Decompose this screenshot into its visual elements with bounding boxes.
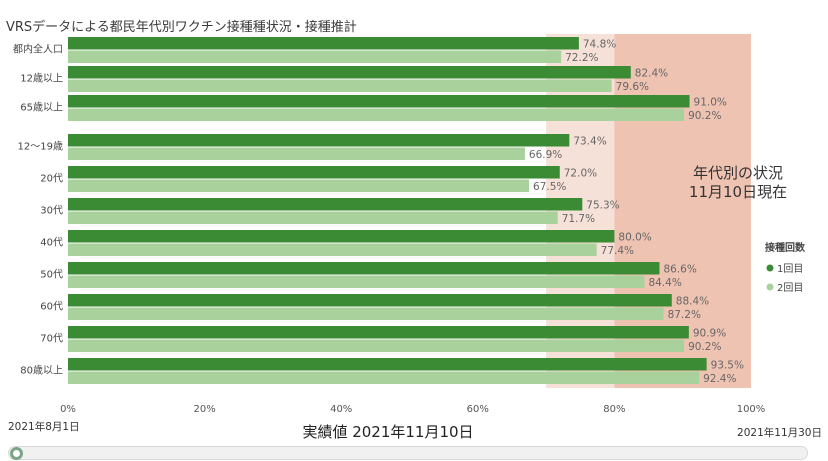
category-label: 40代: [40, 237, 63, 249]
data-label: 90.2%: [688, 341, 721, 353]
data-label: 80.0%: [618, 232, 651, 244]
bar-dose2[interactable]: [68, 179, 530, 193]
data-label: 74.8%: [583, 39, 616, 51]
data-label: 66.9%: [529, 149, 562, 161]
annotation-line-2: 11月10日現在: [689, 183, 787, 201]
bar-dose1[interactable]: [68, 95, 690, 108]
bar-dose2[interactable]: [68, 79, 612, 93]
bar-dose1[interactable]: [68, 66, 631, 79]
data-label: 82.4%: [635, 68, 668, 80]
x-tick-label: 0%: [60, 404, 76, 415]
bar-dose2[interactable]: [68, 307, 664, 321]
x-tick-label: 40%: [330, 404, 352, 415]
data-label: 77.4%: [601, 245, 634, 257]
category-label: 70代: [40, 333, 63, 345]
bar-dose2[interactable]: [68, 275, 645, 289]
data-label: 90.2%: [688, 110, 721, 122]
data-label: 91.0%: [694, 97, 727, 109]
legend-title: 接種回数: [765, 241, 806, 254]
bar-dose2[interactable]: [68, 147, 525, 161]
start-date-label: 2021年8月1日: [8, 420, 80, 433]
bar-dose2[interactable]: [68, 50, 562, 64]
bar-dose1[interactable]: [68, 198, 583, 211]
bar-dose2[interactable]: [68, 243, 597, 257]
legend-item-2[interactable]: 2回目: [777, 282, 803, 294]
data-label: 67.5%: [533, 181, 566, 193]
annotation-line-1: 年代別の状況: [693, 164, 783, 182]
category-label: 都内全人口: [13, 43, 63, 56]
bar-dose1[interactable]: [68, 134, 570, 147]
x-axis-ticks: 0% 20% 40% 60% 80% 100%: [60, 404, 765, 415]
category-label: 20代: [40, 173, 63, 185]
bar-dose2[interactable]: [68, 108, 685, 122]
legend-dot-1: [766, 264, 774, 272]
bar-dose1[interactable]: [68, 326, 689, 339]
bar-dose1[interactable]: [68, 358, 707, 371]
data-label: 93.5%: [711, 360, 744, 372]
bar-dose1[interactable]: [68, 166, 560, 179]
date-slider-handle[interactable]: [10, 447, 23, 460]
data-label: 88.4%: [676, 296, 709, 308]
legend-item-1[interactable]: 1回目: [777, 263, 803, 275]
bar-dose1[interactable]: [68, 294, 672, 307]
bar-dose1[interactable]: [68, 230, 615, 243]
bar-dose1[interactable]: [68, 37, 579, 50]
category-label: 50代: [40, 269, 63, 281]
date-slider-track[interactable]: [8, 446, 808, 460]
x-tick-label: 60%: [467, 404, 489, 415]
x-tick-label: 100%: [737, 404, 766, 415]
bar-dose2[interactable]: [68, 371, 700, 385]
data-label: 72.2%: [565, 52, 598, 64]
data-label: 71.7%: [562, 213, 595, 225]
category-label: 60代: [40, 301, 63, 313]
category-label: 12歳以上: [20, 73, 63, 85]
chart-title: VRSデータによる都民年代別ワクチン接種種状況・接種推計: [6, 19, 357, 35]
current-date-label: 実績値 2021年11月10日: [302, 423, 473, 441]
x-tick-label: 20%: [193, 404, 215, 415]
data-label: 84.4%: [648, 277, 681, 289]
data-label: 90.9%: [693, 328, 726, 340]
legend-dot-2: [766, 283, 774, 291]
legend: 接種回数 1回目 2回目: [765, 241, 806, 294]
x-tick-label: 80%: [603, 404, 625, 415]
bars: 74.8%72.2%82.4%79.6%91.0%90.2%73.4%66.9%…: [68, 37, 744, 385]
category-label: 12〜19歳: [18, 141, 63, 153]
bar-dose2[interactable]: [68, 339, 685, 353]
bar-dose2[interactable]: [68, 211, 558, 225]
data-label: 72.0%: [564, 168, 597, 180]
category-label: 30代: [40, 205, 63, 217]
category-label: 80歳以上: [20, 365, 63, 377]
data-label: 87.2%: [668, 309, 701, 321]
category-labels: 都内全人口 12歳以上 65歳以上 12〜19歳 20代 30代 40代 50代 60代 70代 8…: [13, 43, 63, 377]
category-label: 65歳以上: [20, 102, 63, 114]
data-label: 86.6%: [663, 264, 696, 276]
data-label: 92.4%: [703, 373, 736, 385]
data-label: 73.4%: [573, 136, 606, 148]
end-date-label: 2021年11月30日: [737, 426, 822, 439]
data-label: 79.6%: [616, 81, 649, 93]
data-label: 75.3%: [586, 200, 619, 212]
bar-dose1[interactable]: [68, 262, 660, 275]
